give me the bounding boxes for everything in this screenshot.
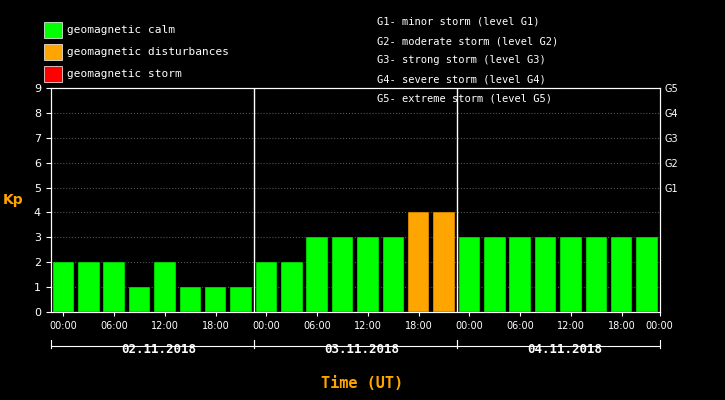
Bar	[535, 237, 556, 312]
Bar	[281, 262, 302, 312]
Y-axis label: Kp: Kp	[3, 193, 23, 207]
Bar	[78, 262, 99, 312]
Text: G1- minor storm (level G1): G1- minor storm (level G1)	[377, 17, 539, 27]
Text: G2- moderate storm (level G2): G2- moderate storm (level G2)	[377, 36, 558, 46]
Text: geomagnetic disturbances: geomagnetic disturbances	[67, 47, 228, 57]
Text: 03.11.2018: 03.11.2018	[324, 343, 399, 356]
Bar	[205, 287, 226, 312]
Text: 02.11.2018: 02.11.2018	[121, 343, 196, 356]
Bar	[637, 237, 658, 312]
Bar	[383, 237, 404, 312]
Text: Time (UT): Time (UT)	[321, 376, 404, 392]
Text: geomagnetic calm: geomagnetic calm	[67, 25, 175, 35]
Bar	[484, 237, 505, 312]
Bar	[611, 237, 632, 312]
Text: G5- extreme storm (level G5): G5- extreme storm (level G5)	[377, 94, 552, 104]
Bar	[332, 237, 353, 312]
Bar	[180, 287, 201, 312]
Bar	[104, 262, 125, 312]
Bar	[231, 287, 252, 312]
Bar	[586, 237, 607, 312]
Bar	[408, 212, 429, 312]
Bar	[53, 262, 74, 312]
Bar	[307, 237, 328, 312]
Bar	[510, 237, 531, 312]
Bar	[129, 287, 150, 312]
Bar	[459, 237, 480, 312]
Bar	[560, 237, 581, 312]
Text: 04.11.2018: 04.11.2018	[527, 343, 602, 356]
Bar	[357, 237, 378, 312]
Text: G3- strong storm (level G3): G3- strong storm (level G3)	[377, 56, 546, 66]
Bar	[434, 212, 455, 312]
Text: geomagnetic storm: geomagnetic storm	[67, 69, 181, 79]
Bar	[256, 262, 277, 312]
Bar	[154, 262, 175, 312]
Text: G4- severe storm (level G4): G4- severe storm (level G4)	[377, 74, 546, 85]
